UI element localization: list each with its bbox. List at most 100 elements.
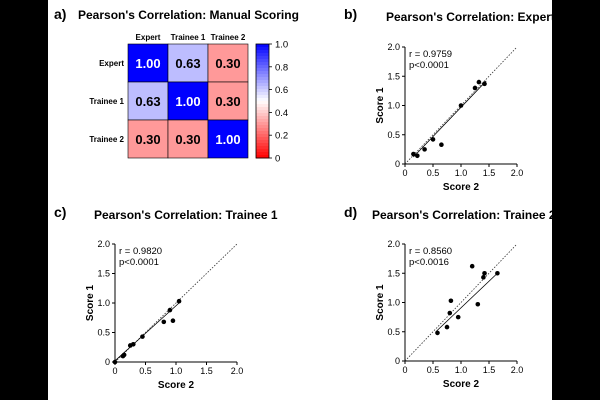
panel-c-title: Pearson's Correlation: Trainee 1 — [94, 208, 278, 222]
colorbar-segment — [256, 104, 269, 108]
x-tick-label: 0.5 — [139, 366, 152, 376]
panel-a-letter: a) — [54, 6, 67, 22]
y-tick-label: 2.0 — [97, 239, 110, 249]
colorbar-segment — [256, 95, 269, 99]
colorbar-segment — [256, 83, 269, 87]
colorbar-segment — [256, 107, 269, 111]
heatmap-col-label: Trainee 2 — [211, 33, 246, 42]
colorbar-segment — [256, 140, 269, 144]
heatmap-cell — [167, 81, 209, 121]
colorbar-segment — [256, 143, 269, 147]
panel-a-title: Pearson's Correlation: Manual Scoring — [78, 8, 299, 22]
x-tick-label: 2.0 — [511, 365, 524, 375]
stats-annotation: r = 0.9820 — [119, 246, 162, 257]
data-point — [475, 301, 481, 307]
x-tick-label: 1.0 — [455, 365, 468, 375]
heatmap-col-label: Expert — [136, 33, 161, 42]
regression-line — [413, 80, 487, 158]
y-tick-label: 1.0 — [97, 298, 110, 308]
colorbar-segment — [256, 71, 269, 75]
colorbar-segment — [256, 146, 269, 150]
colorbar-segment — [256, 122, 269, 126]
figure-svg: Expert Trainee 1 Trainee 2 Expert Trainee 1 T… — [85, 33, 524, 391]
colorbar-segment — [256, 44, 269, 48]
panel-b-title: Pearson's Correlation: Expert — [386, 10, 555, 24]
data-point — [176, 298, 182, 304]
colorbar-segment — [256, 137, 269, 141]
colorbar-segment — [256, 152, 269, 156]
x-tick-label: 0.5 — [427, 168, 440, 178]
y-tick-label: 0.5 — [387, 130, 400, 140]
heatmap-cell-label: 0.63 — [175, 56, 200, 71]
data-point — [447, 310, 453, 316]
colorbar-segment — [256, 62, 269, 66]
colorbar-tick-label: 0.2 — [275, 131, 288, 142]
colorbar-segment — [256, 74, 269, 78]
data-point — [469, 263, 475, 269]
x-axis-label: Score 2 — [443, 182, 480, 193]
data-point — [411, 151, 416, 157]
colorbar-segment — [256, 50, 269, 54]
colorbar-segment — [256, 98, 269, 102]
colorbar-segment — [256, 56, 269, 60]
colorbar-segment — [256, 119, 269, 123]
regression-line — [435, 272, 498, 333]
data-point — [430, 137, 436, 142]
heatmap-cell-label: 0.30 — [175, 132, 200, 147]
data-point — [435, 330, 440, 336]
colorbar-segment — [256, 149, 269, 153]
data-point — [481, 275, 486, 280]
stats-annotation: r = 0.8560 — [409, 246, 452, 257]
colorbar-segment — [256, 77, 269, 81]
y-tick-label: 1.0 — [387, 298, 400, 308]
colorbar-segment — [256, 134, 269, 138]
heatmap-cell-label: 1.00 — [135, 56, 160, 71]
data-point — [444, 324, 450, 330]
data-point — [458, 103, 464, 108]
y-tick-label: 2.0 — [387, 239, 400, 249]
panel-d-letter: d) — [344, 204, 358, 220]
figure-canvas: a) Pearson's Correlation: Manual Scoring… — [48, 0, 556, 400]
colorbar-segment — [256, 101, 269, 105]
data-point — [161, 319, 167, 325]
data-point — [112, 359, 118, 365]
panel-c-letter: c) — [54, 204, 67, 220]
heatmap-row-label: Trainee 2 — [89, 135, 124, 144]
colorbar-segment — [256, 110, 269, 114]
y-tick-label: 0 — [105, 357, 110, 367]
colorbar-segment — [256, 131, 269, 135]
heatmap-cell-label: 0.63 — [135, 94, 160, 109]
heatmap-cell — [207, 119, 249, 159]
y-tick-label: 1.5 — [387, 71, 400, 81]
data-point — [439, 142, 444, 147]
colorbar-segment — [256, 86, 269, 90]
colorbar-tick-label: 0 — [275, 154, 280, 165]
x-tick-label: 0 — [402, 168, 407, 178]
heatmap-cell-label: 0.30 — [215, 94, 240, 109]
x-axis-label: Score 2 — [158, 380, 195, 391]
data-point — [448, 298, 454, 304]
x-tick-label: 2.0 — [231, 366, 244, 376]
data-point — [121, 352, 127, 358]
data-point — [472, 85, 478, 91]
data-point — [482, 81, 487, 87]
heatmap-cell-label: 0.30 — [215, 56, 240, 71]
data-point — [455, 314, 461, 320]
colorbar-tick-label: 0.4 — [275, 108, 288, 119]
data-point — [131, 342, 136, 347]
stats-annotation: r = 0.9759 — [409, 49, 452, 60]
colorbar-segment — [256, 155, 269, 159]
colorbar-segment — [256, 59, 269, 63]
x-axis-label: Score 2 — [443, 379, 480, 390]
x-tick-label: 1.0 — [170, 366, 183, 376]
heatmap-cell-label: 1.00 — [215, 132, 240, 147]
colorbar-segment — [256, 89, 269, 93]
x-tick-label: 1.5 — [483, 365, 496, 375]
data-point — [170, 318, 176, 324]
x-tick-label: 1.0 — [455, 168, 468, 178]
colorbar-segment — [256, 80, 269, 84]
data-point — [482, 270, 487, 276]
heatmap-cell — [167, 119, 209, 159]
stats-annotation: p<0.0001 — [409, 60, 449, 71]
heatmap-cell — [207, 81, 249, 121]
